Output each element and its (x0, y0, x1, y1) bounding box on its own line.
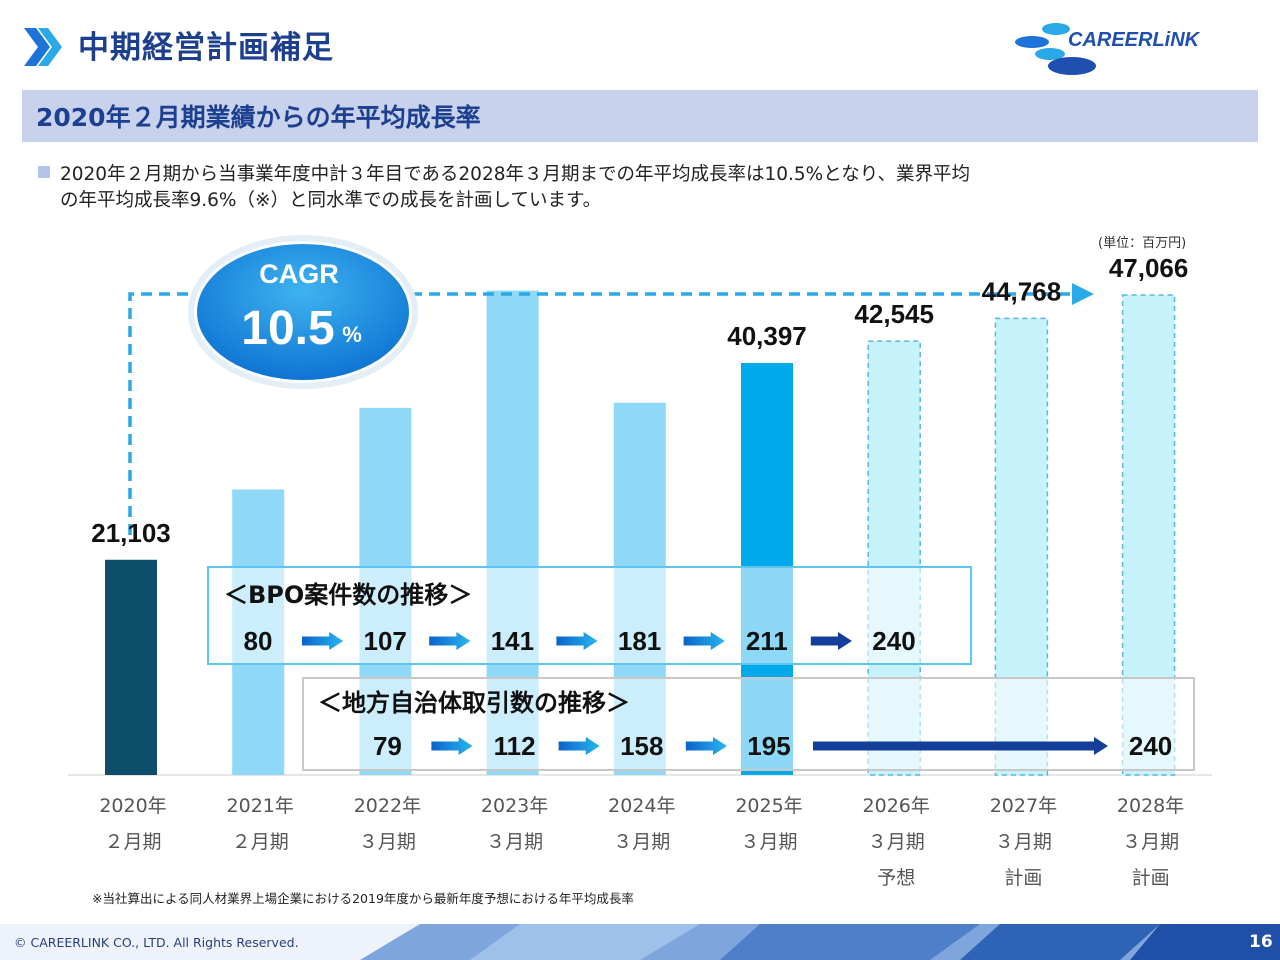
bpo-value-5: 240 (872, 626, 915, 656)
bpo-value-0: 80 (244, 626, 273, 656)
section-subtitle: 2020年２月期業績からの年平均成長率 (36, 103, 481, 132)
local-gov-value-2: 158 (620, 731, 663, 761)
bpo-value-4: 211 (746, 626, 788, 656)
value-label-5: 40,397 (727, 321, 807, 351)
x-tick-label-5-1: ３月期 (740, 831, 797, 853)
x-tick-label-2-1: ３月期 (359, 831, 416, 853)
value-label-0: 21,103 (91, 518, 171, 548)
x-tick-label-7-2: 計画 (1004, 867, 1042, 889)
unit-label: (単位：百万円) (1098, 236, 1187, 251)
local-gov-value-0: 79 (373, 731, 402, 761)
local-gov-value-3: 195 (747, 731, 790, 761)
local-gov-arrow-0 (431, 737, 473, 755)
cagr-bubble: CAGR 10.5 % (188, 235, 418, 389)
x-tick-label-8-0: 2028年 (1117, 795, 1184, 817)
x-tick-label-1-0: 2021年 (227, 795, 294, 817)
x-tick-label-6-2: 予想 (877, 867, 915, 889)
chevron-right-icon (24, 28, 62, 66)
x-tick-label-4-0: 2024年 (608, 795, 675, 817)
x-tick-label-2-0: 2022年 (354, 795, 421, 817)
bullet-square-icon (38, 166, 50, 178)
bpo-value-2: 141 (491, 626, 534, 656)
bpo-arrow-4 (810, 632, 852, 650)
x-tick-label-4-1: ３月期 (613, 831, 670, 853)
x-tick-label-0-0: 2020年 (99, 795, 166, 817)
x-tick-label-8-1: ３月期 (1122, 831, 1179, 853)
value-label-8: 47,066 (1109, 253, 1189, 283)
bpo-arrow-2 (556, 632, 598, 650)
x-tick-label-7-0: 2027年 (990, 795, 1057, 817)
cagr-value: 10.5 (241, 302, 334, 355)
cagr-suffix: % (342, 322, 362, 347)
copyright-text: © CAREERLINK CO., LTD. All Rights Reserv… (14, 935, 299, 950)
local-gov-arrow-3 (813, 737, 1108, 755)
value-label-7: 44,768 (982, 276, 1062, 306)
local-gov-value-4: 240 (1129, 731, 1172, 761)
x-tick-label-6-0: 2026年 (863, 795, 930, 817)
page-title: 中期経営計画補足 (78, 30, 334, 66)
local-gov-value-1: 112 (494, 731, 536, 761)
x-tick-label-6-1: ３月期 (868, 831, 925, 853)
local-gov-panel (302, 677, 1195, 771)
value-label-6: 42,545 (854, 299, 934, 329)
cagr-trend-arrowhead (1072, 283, 1094, 305)
local-gov-arrow-2 (685, 737, 727, 755)
bpo-panel (207, 566, 972, 665)
description-line-1: 2020年２月期から当事業年度中計３年目である2028年３月期までの年平均成長率… (60, 164, 970, 185)
bpo-arrow-3 (683, 632, 725, 650)
bar-0 (105, 559, 157, 775)
bpo-value-3: 181 (618, 626, 661, 656)
x-tick-label-5-0: 2025年 (735, 795, 802, 817)
x-tick-label-3-0: 2023年 (481, 795, 548, 817)
page-number: 16 (1249, 932, 1273, 952)
bpo-title: ＜BPO案件数の推移＞ (224, 581, 472, 609)
x-tick-label-3-1: ３月期 (486, 831, 543, 853)
cagr-label: CAGR (259, 259, 339, 289)
description-line-2: の年平均成長率9.6%（※）と同水準での成長を計画しています。 (60, 190, 602, 211)
x-tick-label-8-2: 計画 (1132, 867, 1170, 889)
revenue-bar-chart: CAGR 10.5 % 21,103 2020年 ２月期 2021年 ２月期 2022年 ３… (68, 235, 1212, 889)
footer-bar (0, 924, 1280, 960)
company-logo: CAREERLiNK (1015, 23, 1201, 75)
cagr-trend-line (128, 292, 1075, 535)
x-tick-label-7-1: ３月期 (995, 831, 1052, 853)
subtitle-bar (22, 90, 1258, 142)
local-gov-title: ＜地方自治体取引数の推移＞ (318, 689, 630, 717)
bpo-arrow-0 (302, 632, 344, 650)
local-gov-arrow-1 (558, 737, 600, 755)
bpo-arrow-1 (429, 632, 471, 650)
x-tick-label-1-1: ２月期 (232, 831, 289, 853)
x-tick-label-0-1: ２月期 (104, 831, 161, 853)
footnote: ※当社算出による同人材業界上場企業における2019年度から最新年度予想における年… (92, 891, 634, 906)
bpo-value-1: 107 (364, 626, 407, 656)
logo-text: CAREERLiNK (1068, 29, 1201, 51)
